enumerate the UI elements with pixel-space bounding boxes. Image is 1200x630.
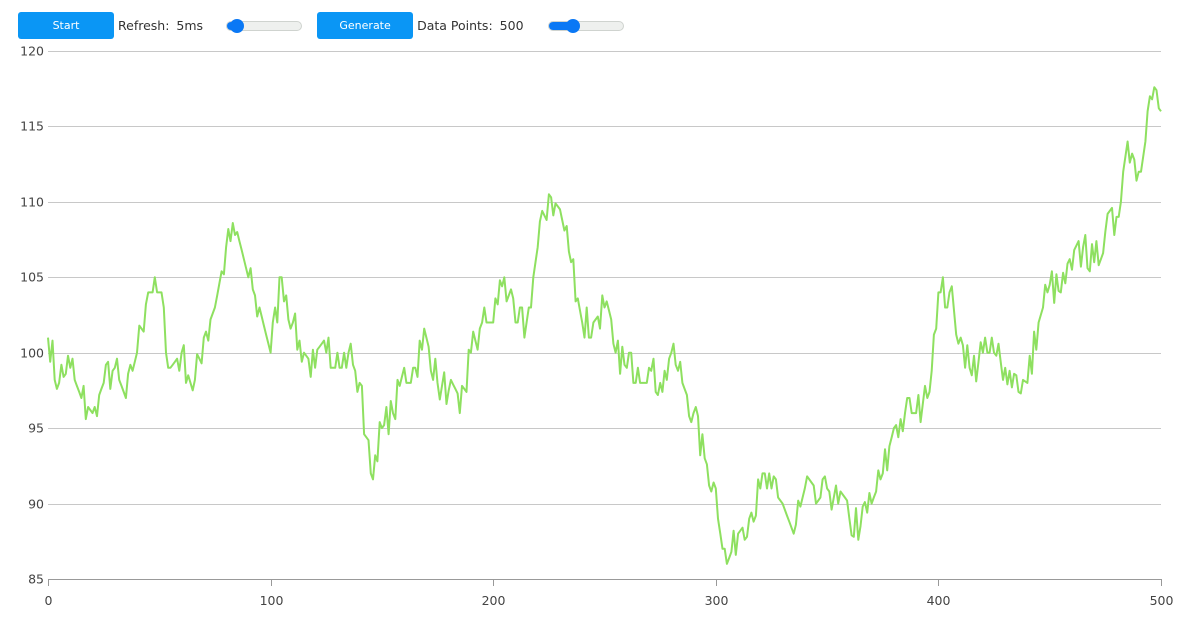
x-tick-label: 200: [482, 593, 506, 608]
y-tick-label: 100: [20, 346, 44, 361]
y-tick-label: 105: [20, 270, 44, 285]
y-tick-label: 85: [28, 572, 44, 587]
refresh-slider-thumb[interactable]: [230, 18, 245, 33]
y-tick-label: 110: [20, 195, 44, 210]
y-tick-label: 115: [20, 119, 44, 134]
x-tick-label: 0: [45, 593, 53, 608]
data-points-value: 500: [499, 18, 524, 33]
series-line: [47, 86, 1162, 565]
axes: 85 90 95 100 105 110 115 120 0 100 200 300 400 500: [20, 44, 1173, 609]
x-tick-label: 400: [927, 593, 951, 608]
toolbar: Start Refresh: 5ms Generate Data Points:…: [18, 12, 624, 39]
grid-lines: [48, 51, 1161, 580]
refresh-value: 5ms: [176, 18, 204, 33]
data-points-label: Data Points:: [417, 18, 493, 33]
start-button[interactable]: Start: [18, 12, 114, 39]
y-tick-label: 95: [28, 421, 44, 436]
y-tick-label: 90: [28, 497, 44, 512]
data-points-slider[interactable]: [547, 18, 624, 33]
x-tick-label: 300: [705, 593, 729, 608]
x-tick-label: 500: [1150, 593, 1174, 608]
refresh-label: Refresh:: [118, 18, 170, 33]
generate-button[interactable]: Generate: [317, 12, 414, 39]
refresh-slider[interactable]: [226, 18, 303, 33]
data-points-slider-fill: [548, 21, 573, 30]
y-tick-label: 120: [20, 44, 44, 59]
x-tick-label: 100: [260, 593, 284, 608]
data-points-slider-thumb[interactable]: [565, 18, 580, 33]
